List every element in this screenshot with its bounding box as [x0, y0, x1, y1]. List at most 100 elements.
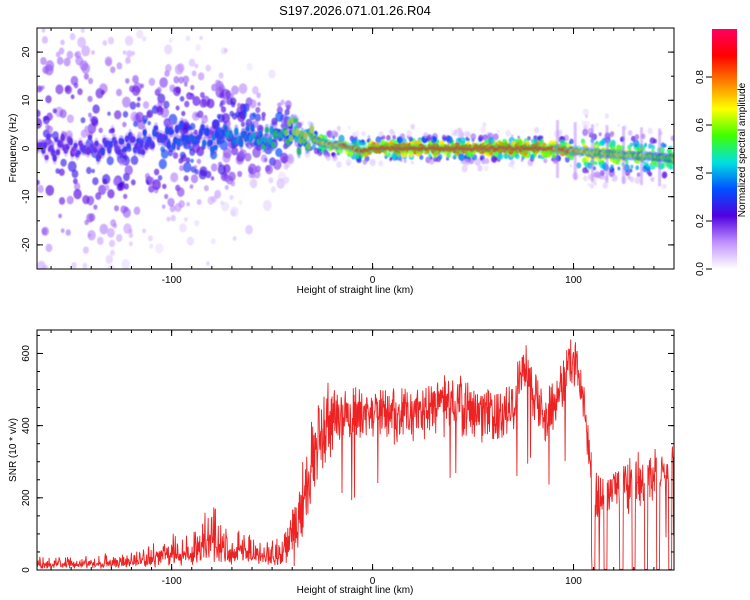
spectrogram-cell: [354, 130, 360, 138]
spectrogram-cell: [569, 141, 572, 145]
spectrogram-y-tick-label: 10: [21, 94, 32, 106]
spectrogram-cell: [41, 28, 46, 33]
spectrogram-cell: [609, 141, 616, 149]
spectrogram-cell: [457, 153, 464, 161]
spectrogram-ridge-halo: [283, 126, 289, 139]
spectrogram-cell: [45, 124, 51, 131]
spectrogram-cell: [280, 99, 285, 106]
spectrogram-cell: [87, 95, 93, 103]
spectrogram-cell: [80, 28, 85, 33]
spectrogram-ridge-halo: [100, 144, 106, 159]
spectrogram-cell: [587, 182, 590, 187]
spectrogram-cell: [188, 125, 193, 131]
spectrogram-cell: [90, 116, 99, 126]
spectrogram-cell: [378, 160, 384, 167]
spectrogram-cell: [80, 296, 83, 300]
spectrogram-ridge-halo: [213, 141, 218, 154]
spectrogram-cell: [156, 86, 162, 93]
spectrogram-cell: [71, 262, 77, 269]
snr-y-ticks: 0 200 400 600: [21, 334, 674, 573]
spectrogram-cell: [246, 62, 253, 71]
spectrogram-cell: [175, 105, 180, 111]
spectrogram-cell: [470, 133, 477, 141]
spectrogram-cell: [436, 139, 440, 144]
spectrogram-cell: [482, 122, 487, 128]
spectrogram-cell: [644, 144, 647, 148]
spectrogram-cell: [128, 232, 134, 238]
colorbar-label: Normalized spectral amplitude: [737, 82, 748, 217]
spectrogram-cell: [222, 147, 232, 159]
spectrogram-ridge-halo: [176, 135, 181, 150]
spectrogram-cell: [461, 164, 468, 173]
spectrogram-cell: [601, 140, 605, 145]
snr-x-tick-label: 100: [565, 576, 582, 587]
spectrogram-cell: [254, 113, 261, 122]
spectrogram-cell: [375, 136, 382, 144]
spectrogram-cell: [208, 23, 212, 28]
spectrogram-cell: [166, 216, 171, 222]
spectrogram-cell: [106, 156, 114, 166]
spectrogram-cell: [149, 243, 154, 249]
spectrogram-cell: [460, 132, 465, 138]
spectrogram-cell: [99, 223, 109, 235]
spectrogram-cell: [185, 157, 191, 164]
spectrogram-cell: [225, 90, 232, 98]
spectrogram-cell: [170, 214, 176, 222]
spectrogram-cell: [60, 158, 67, 167]
spectrogram-cell: [520, 158, 524, 162]
spectrogram-cell: [102, 40, 108, 46]
spectrogram-ridge-halo: [44, 151, 49, 164]
spectrogram-cell: [122, 50, 127, 55]
spectrogram-cell: [135, 111, 144, 123]
spectrogram-cell: [140, 83, 145, 89]
spectrogram-cell: [275, 111, 284, 122]
spectrogram-cell: [252, 112, 256, 117]
spectrogram-cell: [192, 96, 199, 104]
spectrogram-ridge-halo: [142, 126, 148, 140]
spectrogram-cell: [40, 320, 44, 325]
spectrogram-cell: [261, 116, 266, 121]
spectrogram-cell: [610, 164, 614, 169]
spectrogram-cell: [211, 119, 220, 130]
spectrogram-ridge-halo: [296, 143, 302, 159]
spectrogram-cell: [184, 82, 188, 87]
snr-series-line: [37, 339, 674, 570]
spectrogram-cell: [169, 205, 176, 213]
spectrogram-cell: [359, 141, 363, 146]
spectrogram-cell: [37, 85, 42, 93]
spectrogram-cell: [604, 113, 610, 119]
spectrogram-cell: [218, 72, 224, 79]
spectrogram-x-label: Height of straight line (km): [297, 285, 414, 296]
spectrogram-cell: [159, 77, 168, 88]
spectrogram-ridge-halo: [131, 133, 136, 146]
spectrogram-cell: [182, 75, 190, 84]
spectrogram-cell: [636, 172, 641, 177]
spectrogram-cell: [530, 138, 535, 144]
spectrogram-cell: [229, 194, 234, 201]
spectrogram-cell: [110, 249, 115, 256]
spectrogram-cell: [70, 94, 75, 100]
spectrogram-cell: [496, 129, 500, 133]
spectrogram-cell: [426, 134, 432, 141]
spectrogram-x-tick-label: 0: [370, 275, 376, 286]
spectrogram-cell: [173, 86, 181, 97]
spectrogram-cell: [45, 60, 55, 72]
spectrogram-cell: [188, 58, 196, 67]
spectrogram-cell: [158, 158, 167, 170]
spectrogram-cell: [268, 177, 274, 184]
spectrogram-cell: [163, 306, 167, 312]
spectrogram-cell: [459, 137, 466, 145]
spectrogram-ridge-halo: [42, 138, 48, 152]
spectrogram-cell: [594, 161, 598, 166]
spectrogram-cell: [228, 171, 236, 182]
spectrogram-cell: [635, 165, 640, 171]
spectrogram-marks: [37, 23, 674, 325]
spectrogram-cell: [147, 235, 153, 242]
spectrogram-cell: [65, 229, 71, 236]
spectrogram-cell: [210, 163, 218, 172]
spectrogram-cell: [271, 117, 278, 126]
spectrogram-cell: [73, 188, 82, 200]
spectrogram-cell: [247, 163, 257, 175]
spectrogram-ridge-halo: [179, 117, 185, 131]
